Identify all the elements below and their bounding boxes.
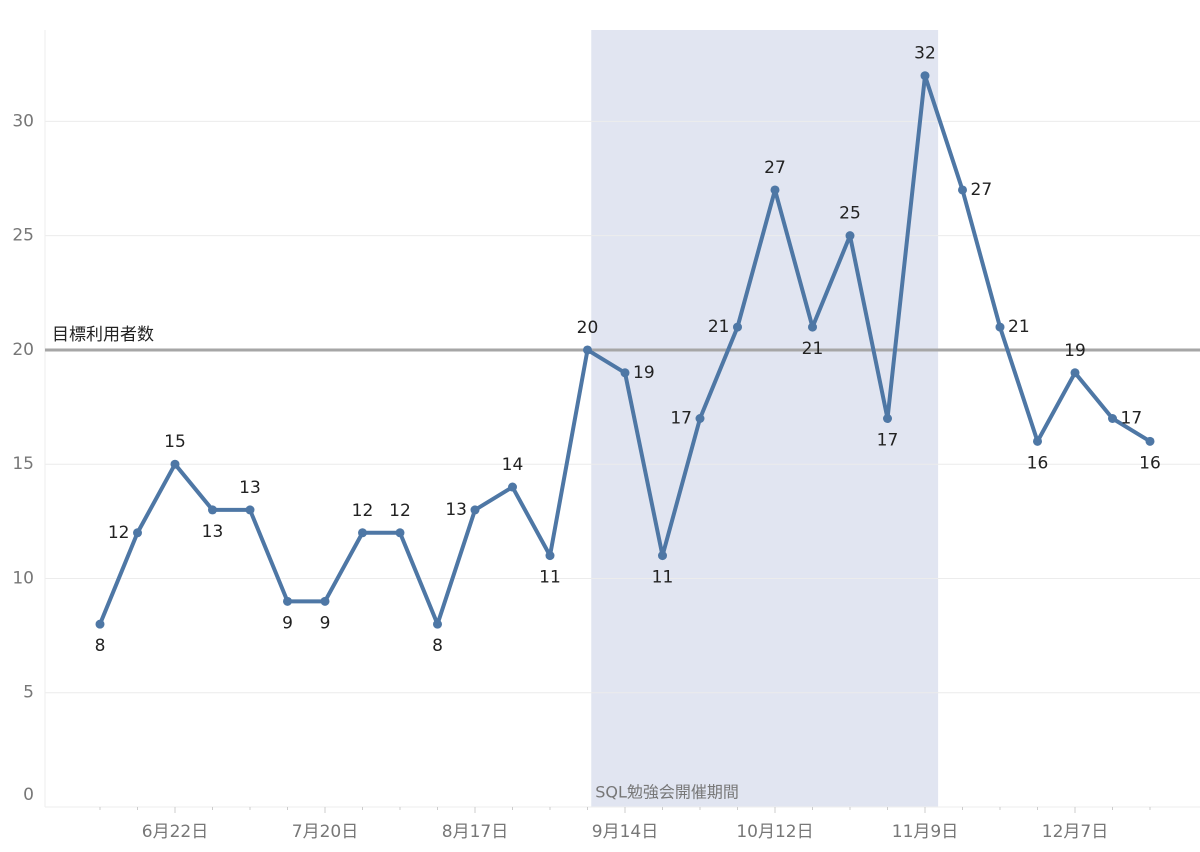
data-point bbox=[545, 551, 555, 561]
x-tick-label: 12月7日 bbox=[1042, 822, 1108, 842]
data-label: 17 bbox=[670, 409, 692, 429]
data-label: 9 bbox=[320, 613, 331, 633]
data-point bbox=[1070, 368, 1080, 378]
data-point bbox=[470, 505, 480, 515]
data-point bbox=[958, 185, 967, 195]
data-label: 21 bbox=[708, 317, 730, 337]
data-label: 15 bbox=[164, 432, 186, 452]
data-point bbox=[845, 231, 855, 241]
data-point bbox=[808, 322, 817, 332]
data-label: 19 bbox=[633, 363, 655, 383]
y-tick-label: 0 bbox=[23, 785, 34, 805]
y-tick-label: 30 bbox=[12, 111, 34, 131]
y-tick-label: 25 bbox=[12, 226, 34, 246]
data-label: 21 bbox=[1008, 317, 1030, 337]
data-point bbox=[320, 596, 330, 606]
data-label: 13 bbox=[202, 522, 224, 542]
data-label: 9 bbox=[282, 613, 293, 633]
data-label: 12 bbox=[352, 501, 374, 521]
data-label: 8 bbox=[95, 636, 106, 656]
data-point bbox=[695, 414, 705, 423]
data-point bbox=[245, 505, 255, 515]
data-label: 8 bbox=[432, 636, 443, 656]
y-tick-label: 5 bbox=[23, 683, 34, 703]
data-label: 16 bbox=[1027, 453, 1049, 473]
data-point bbox=[620, 368, 630, 378]
data-label: 32 bbox=[914, 44, 936, 64]
data-point bbox=[995, 322, 1005, 332]
data-label: 20 bbox=[577, 318, 599, 338]
data-point bbox=[733, 322, 742, 332]
data-point bbox=[395, 528, 405, 538]
data-point bbox=[658, 551, 667, 561]
data-point bbox=[583, 345, 592, 355]
x-tick-label: 6月22日 bbox=[142, 822, 208, 842]
data-label: 16 bbox=[1139, 453, 1161, 473]
data-label: 25 bbox=[839, 204, 861, 224]
data-label: 11 bbox=[652, 568, 674, 588]
x-tick-label: 9月14日 bbox=[592, 822, 658, 842]
data-point bbox=[283, 596, 292, 606]
data-label: 12 bbox=[389, 501, 411, 521]
data-label: 14 bbox=[502, 455, 524, 475]
data-label: 11 bbox=[539, 568, 561, 588]
data-point bbox=[95, 619, 105, 629]
highlight-band bbox=[591, 30, 939, 807]
data-label: 17 bbox=[877, 431, 899, 451]
x-tick-label: 7月20日 bbox=[292, 822, 358, 842]
data-label: 19 bbox=[1064, 341, 1086, 361]
x-tick-label: 10月12日 bbox=[736, 822, 813, 842]
data-label: 21 bbox=[802, 339, 824, 359]
data-label: 12 bbox=[108, 523, 130, 543]
y-tick-label: 20 bbox=[12, 340, 34, 360]
x-tick-label: 11月9日 bbox=[892, 822, 958, 842]
data-label: 17 bbox=[1121, 409, 1143, 429]
y-tick-label: 15 bbox=[12, 454, 34, 474]
data-point bbox=[1145, 436, 1155, 446]
data-label: 27 bbox=[764, 158, 786, 178]
data-point bbox=[770, 185, 780, 195]
data-point bbox=[1033, 436, 1042, 446]
x-tick-label: 8月17日 bbox=[442, 822, 508, 842]
data-label: 27 bbox=[971, 180, 993, 200]
data-label: 13 bbox=[445, 500, 467, 520]
band-label: SQL勉強会開催期間 bbox=[595, 783, 739, 802]
data-point bbox=[508, 482, 517, 492]
reference-label: 目標利用者数 bbox=[52, 325, 154, 345]
y-tick-label: 10 bbox=[12, 568, 34, 588]
data-label: 13 bbox=[239, 478, 261, 498]
data-point bbox=[883, 414, 892, 423]
data-point bbox=[133, 528, 142, 538]
data-point bbox=[170, 459, 180, 469]
data-point bbox=[358, 528, 367, 538]
data-point bbox=[920, 71, 930, 81]
data-point bbox=[208, 505, 217, 515]
data-point bbox=[433, 619, 442, 629]
data-point bbox=[1108, 414, 1117, 423]
